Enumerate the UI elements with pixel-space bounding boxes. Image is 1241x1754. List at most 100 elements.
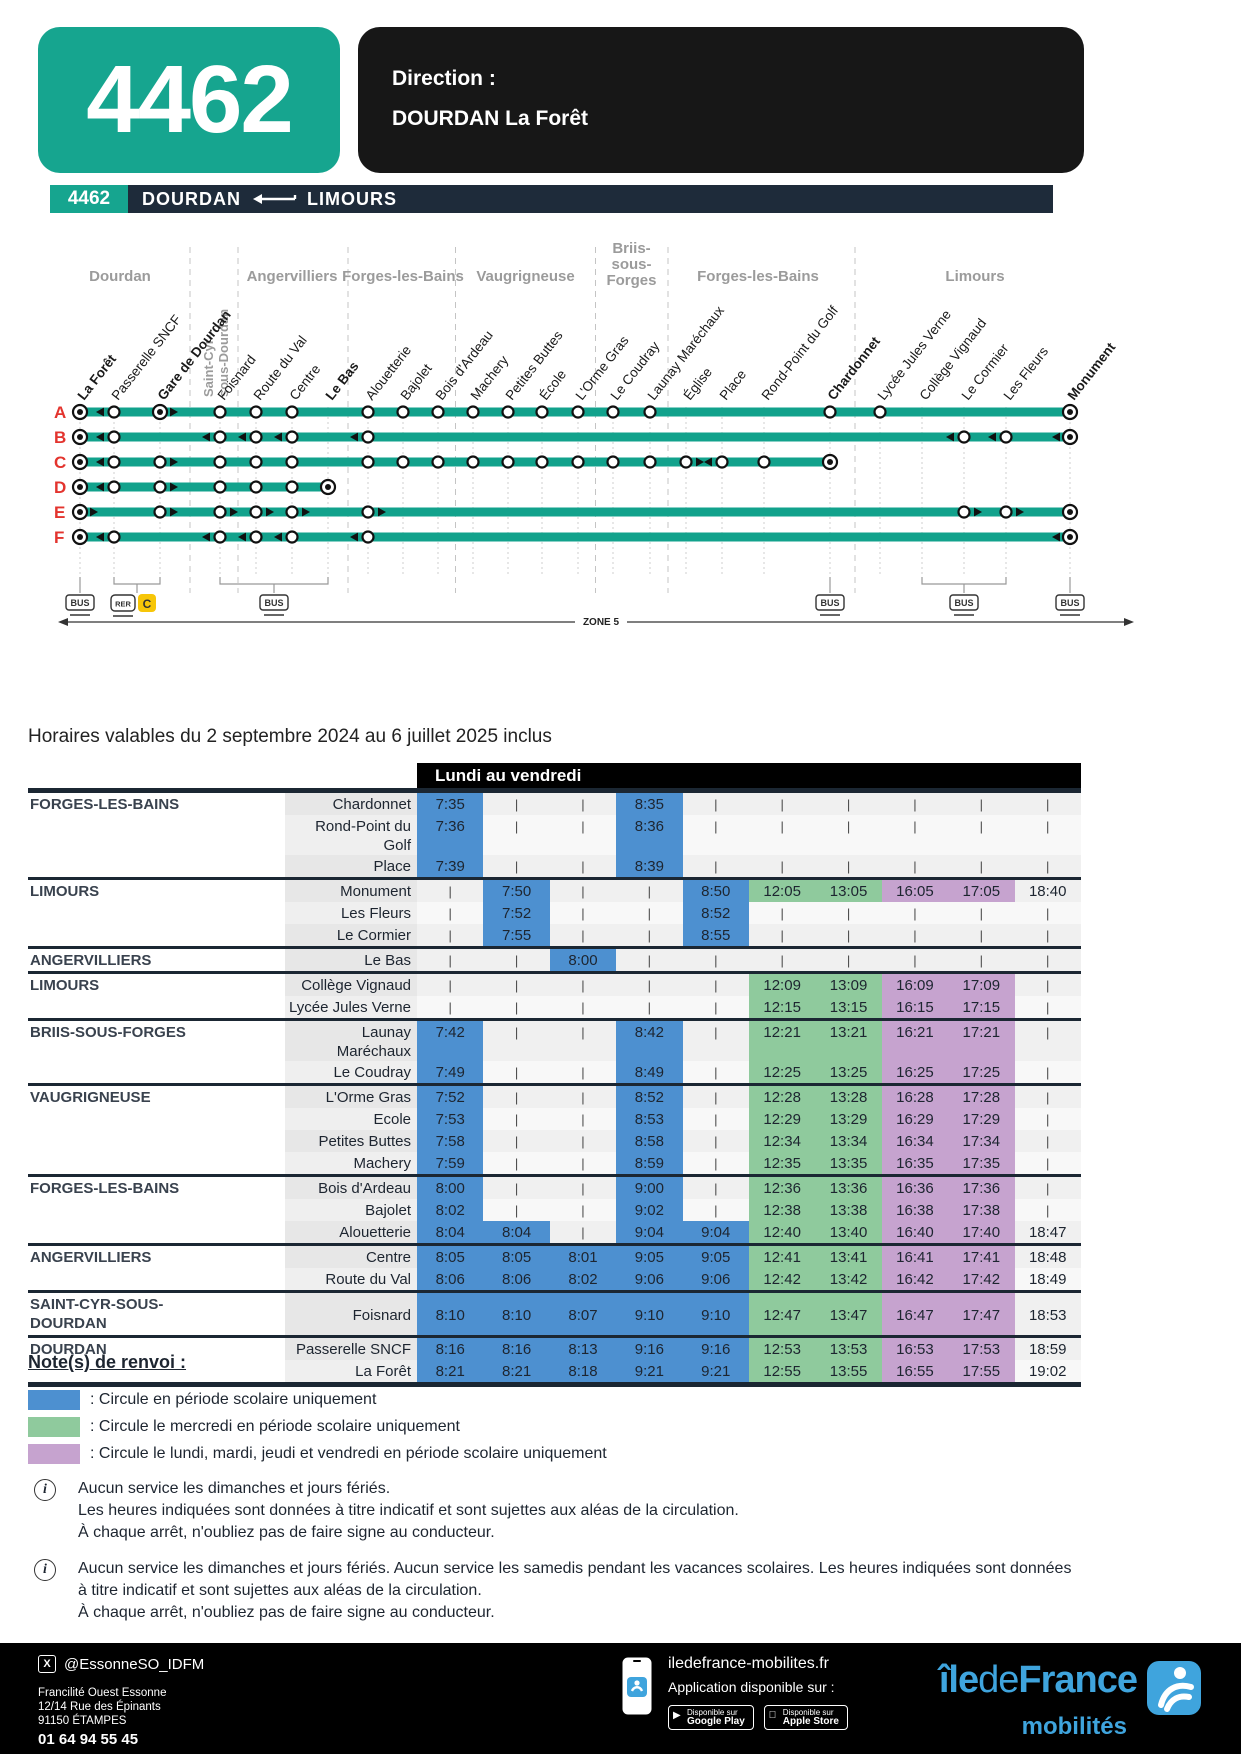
commune-cell <box>28 996 190 1018</box>
svg-text:BUS: BUS <box>1060 598 1079 608</box>
social-handle[interactable]: X @EssonneSO_IDFM <box>38 1655 204 1673</box>
apple-store-badge[interactable]:  Disponible sur Apple Store <box>763 1705 848 1730</box>
time-cell: 13:53 <box>815 1338 882 1360</box>
smartphone-icon <box>621 1656 653 1716</box>
time-cell: | <box>483 815 550 855</box>
stop-marker <box>679 455 693 469</box>
stop-label: Place <box>717 367 750 403</box>
service-row-letter: E <box>54 503 65 522</box>
time-cell: 8:04 <box>483 1221 550 1243</box>
website-link[interactable]: iledefrance-mobilites.fr <box>668 1655 829 1672</box>
time-cell: 7:58 <box>417 1130 484 1152</box>
time-cell: 17:34 <box>948 1130 1015 1152</box>
time-cell: | <box>682 1021 749 1061</box>
time-cell: 16:55 <box>881 1360 949 1382</box>
time-cell: 13:15 <box>815 996 882 1018</box>
time-cell: 13:40 <box>815 1221 882 1243</box>
time-cell: | <box>1014 1152 1081 1174</box>
time-cell: | <box>616 996 683 1018</box>
time-cell: 8:50 <box>682 880 749 902</box>
time-cell: 13:09 <box>815 974 882 996</box>
time-cell: 16:35 <box>881 1152 949 1174</box>
stop-marker <box>757 455 771 469</box>
time-cell: | <box>682 1108 749 1130</box>
commune-cell <box>28 1268 190 1290</box>
stop-name-cell: Route du Val <box>285 1268 417 1290</box>
address-line: 12/14 Rue des Épinants <box>38 1701 161 1713</box>
time-cell: 8:39 <box>616 855 683 877</box>
time-cell: 18:48 <box>1014 1246 1081 1268</box>
time-cell: 13:29 <box>815 1108 882 1130</box>
time-cell: | <box>616 949 683 971</box>
time-cell: 7:39 <box>417 855 484 877</box>
time-cell: | <box>1014 815 1081 855</box>
time-cell: | <box>748 949 816 971</box>
stop-marker <box>107 430 121 444</box>
svg-text:BUS: BUS <box>70 598 89 608</box>
time-cell: 8:18 <box>549 1360 617 1382</box>
stop-marker <box>873 405 887 419</box>
table-row: Alouetterie 8:04 8:04 | 9:04 9:04 12:40 13:40 16… <box>28 1221 1081 1243</box>
route-bar: 4462 DOURDAN LIMOURS <box>50 185 1053 213</box>
stop-name-cell: Bois d'Ardeau <box>285 1177 417 1199</box>
time-cell: | <box>815 902 882 924</box>
time-cell: 12:42 <box>748 1268 816 1290</box>
timetable-section: DOURDAN Passerelle SNCF 8:16 8:16 8:13 9:16 9:… <box>28 1335 1081 1382</box>
time-cell: 16:21 <box>881 1021 949 1061</box>
idfm-logo-sub: mobilités <box>1021 1713 1127 1740</box>
time-cell: 17:21 <box>948 1021 1015 1061</box>
time-cell: 12:29 <box>748 1108 816 1130</box>
google-play-badge[interactable]: ▶ Disponible sur Google Play <box>668 1705 754 1730</box>
table-row: Lycée Jules Verne | | | | | 12:15 13:15 16:15 17:… <box>28 996 1081 1018</box>
direction-arrow-right-icon <box>170 407 178 417</box>
time-cell: | <box>417 880 484 902</box>
time-cell: 12:47 <box>748 1293 816 1335</box>
time-cell: 9:02 <box>616 1199 683 1221</box>
time-cell: | <box>748 815 816 855</box>
time-cell: | <box>948 793 1015 815</box>
stop-name-cell: Alouetterie <box>285 1221 417 1243</box>
time-cell: | <box>549 1221 617 1243</box>
stop-name-cell: Place <box>285 855 417 877</box>
time-cell: | <box>682 974 749 996</box>
stop-marker <box>535 405 549 419</box>
time-cell: 9:05 <box>682 1246 749 1268</box>
time-cell: 17:29 <box>948 1108 1015 1130</box>
time-cell: | <box>815 949 882 971</box>
stop-marker <box>285 480 299 494</box>
stop-marker <box>249 405 263 419</box>
info-notes: i Aucun service les dimanches et jours fé… <box>28 1478 1208 1638</box>
direction-panel: Direction : DOURDAN La Forêt <box>358 27 1084 173</box>
direction-arrow-left-icon <box>1052 532 1060 542</box>
time-cell: 16:36 <box>881 1177 949 1199</box>
time-cell: | <box>748 902 816 924</box>
time-cell: | <box>549 902 617 924</box>
zone-label: ZONE 5 <box>583 617 620 628</box>
time-cell: 12:40 <box>748 1221 816 1243</box>
time-cell: 12:05 <box>748 880 816 902</box>
commune-label: Angervilliers <box>247 268 338 285</box>
time-cell: 8:52 <box>682 902 749 924</box>
commune-cell <box>28 1108 190 1130</box>
time-cell: | <box>417 902 484 924</box>
stop-name-cell: Foisnard <box>285 1293 417 1335</box>
direction-label: Direction : <box>392 67 496 90</box>
stop-marker <box>249 430 263 444</box>
time-cell: 9:00 <box>616 1177 683 1199</box>
time-cell: | <box>1014 902 1081 924</box>
commune-cell: LIMOURS <box>28 974 190 996</box>
commune-cell: VAUGRIGNEUSE <box>28 1086 190 1108</box>
info-note-text: Aucun service les dimanches et jours fér… <box>78 1480 739 1541</box>
commune-cell <box>28 855 190 877</box>
table-row: Petites Buttes 7:58 | | 8:58 | 12:34 13:34 16:34… <box>28 1130 1081 1152</box>
info-icon: i <box>34 1559 56 1581</box>
table-row: Route du Val 8:06 8:06 8:02 9:06 9:06 12:42 13:… <box>28 1268 1081 1290</box>
time-cell: | <box>1014 1130 1081 1152</box>
time-cell: 7:53 <box>417 1108 484 1130</box>
stop-marker <box>107 455 121 469</box>
direction-arrow-left-icon <box>202 532 210 542</box>
time-cell: 17:47 <box>948 1293 1015 1335</box>
time-cell: 7:35 <box>417 793 484 815</box>
time-cell: 12:21 <box>748 1021 816 1061</box>
legend-text: : Circule en période scolaire uniquement <box>90 1391 377 1408</box>
